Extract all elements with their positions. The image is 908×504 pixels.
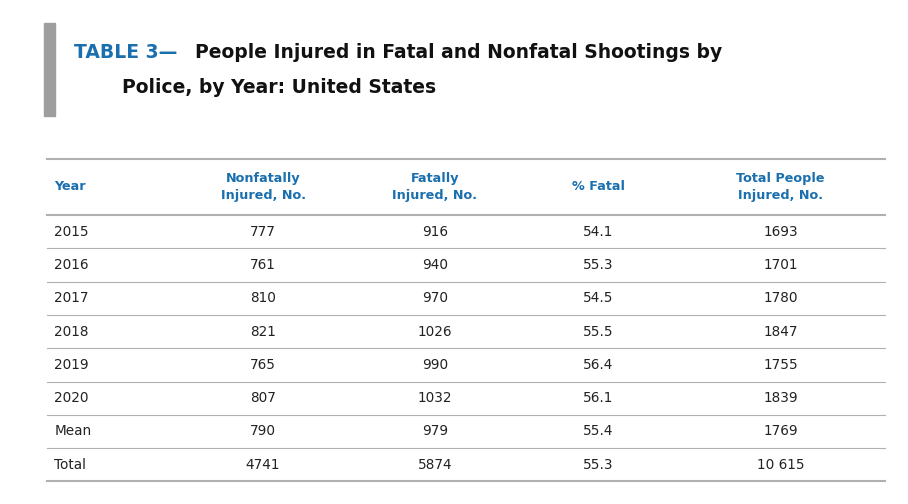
Text: 916: 916 [422,225,448,239]
Text: 55.4: 55.4 [583,424,614,438]
Text: Mean: Mean [54,424,92,438]
Text: 790: 790 [250,424,276,438]
Text: Total: Total [54,458,86,472]
Text: 2017: 2017 [54,291,89,305]
Text: 2015: 2015 [54,225,89,239]
Text: 761: 761 [250,258,276,272]
Text: 1693: 1693 [764,225,798,239]
Text: 4741: 4741 [246,458,281,472]
Text: 2016: 2016 [54,258,89,272]
Text: 810: 810 [250,291,276,305]
Text: % Fatal: % Fatal [572,180,625,194]
Text: 55.3: 55.3 [583,258,614,272]
Text: 1755: 1755 [763,358,798,372]
Text: 777: 777 [250,225,276,239]
Text: 56.1: 56.1 [583,391,614,405]
Text: 1026: 1026 [418,325,452,339]
Text: 2018: 2018 [54,325,89,339]
Text: 55.3: 55.3 [583,458,614,472]
Text: 970: 970 [422,291,448,305]
Text: 765: 765 [250,358,276,372]
Text: 2020: 2020 [54,391,89,405]
Text: 807: 807 [250,391,276,405]
Text: 1032: 1032 [418,391,452,405]
Text: 821: 821 [250,325,276,339]
Text: TABLE 3—: TABLE 3— [74,43,178,62]
Text: Year: Year [54,180,86,194]
Text: 5874: 5874 [418,458,452,472]
Text: Fatally
Injured, No.: Fatally Injured, No. [392,172,478,202]
Text: 1769: 1769 [764,424,798,438]
Text: 1839: 1839 [764,391,798,405]
Text: 1847: 1847 [764,325,798,339]
Text: Police, by Year: United States: Police, by Year: United States [122,78,436,97]
Text: 10 615: 10 615 [756,458,804,472]
Text: 1780: 1780 [764,291,798,305]
Text: 54.5: 54.5 [583,291,614,305]
Text: Nonfatally
Injured, No.: Nonfatally Injured, No. [221,172,305,202]
Text: 56.4: 56.4 [583,358,614,372]
Text: 54.1: 54.1 [583,225,614,239]
Text: Total People
Injured, No.: Total People Injured, No. [736,172,824,202]
Text: 990: 990 [422,358,448,372]
Text: 979: 979 [422,424,448,438]
Text: 55.5: 55.5 [583,325,614,339]
Text: 940: 940 [422,258,448,272]
Bar [44,23,55,116]
Text: 2019: 2019 [54,358,89,372]
Text: 1701: 1701 [764,258,798,272]
Text: People Injured in Fatal and Nonfatal Shootings by: People Injured in Fatal and Nonfatal Sho… [182,43,722,62]
